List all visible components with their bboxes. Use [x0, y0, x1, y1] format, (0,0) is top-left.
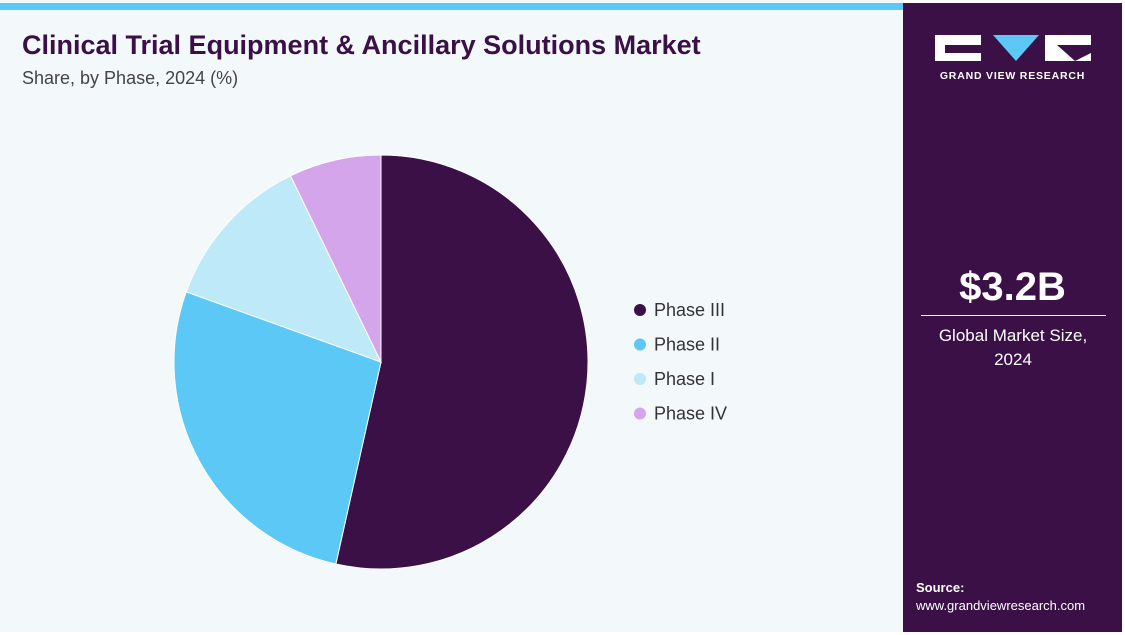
market-size-label: Global Market Size, 2024 [938, 326, 1088, 369]
pie-slice [335, 154, 589, 570]
divider [921, 315, 1106, 316]
legend-marker [634, 304, 646, 316]
source: www.grandviewresearch.com [916, 598, 1086, 613]
logo [935, 35, 1091, 61]
top-bar [0, 3, 903, 10]
legend-label: Phase III [654, 300, 725, 320]
source-label: Source: [916, 580, 965, 595]
legend-label: Phase II [654, 335, 720, 355]
pie-slice [173, 291, 382, 565]
brand: GRAND VIEW RESEARCH [939, 70, 1086, 82]
sidebar: GRAND VIEW RESEARCH $3.2B Global Market … [903, 3, 1122, 632]
legend-label: Phase I [654, 369, 715, 389]
legend-marker [634, 407, 646, 420]
legend-marker [634, 338, 646, 351]
chart: Phase III Phase II Phase I Phase IV [173, 154, 727, 570]
legend-marker [634, 373, 646, 385]
pie-slice [289, 154, 382, 363]
chart-title: Clinical Trial Equipment & Ancillary Sol… [22, 30, 701, 60]
legend-label: Phase IV [654, 404, 727, 424]
chart-subtitle: Share, by Phase, 2024 (%) [22, 68, 239, 88]
chart-panel: Clinical Trial Equipment & Ancillary Sol… [0, 0, 903, 632]
pie-slice [185, 175, 382, 363]
market-size: $3.2B [959, 265, 1066, 309]
